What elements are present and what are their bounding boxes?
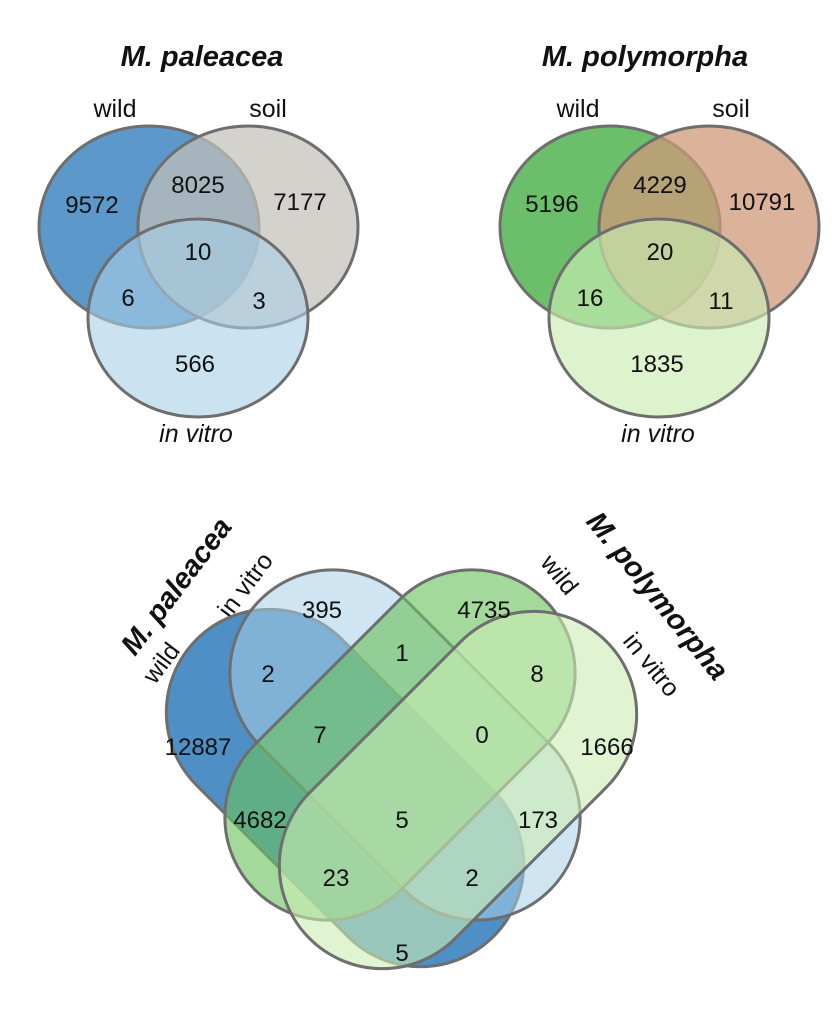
- paleacea-wild-label: wild: [92, 95, 136, 123]
- paleacea-invitro-label: in vitro: [159, 420, 233, 448]
- combined-count: 1: [395, 640, 408, 667]
- combined-count: 0: [475, 722, 488, 749]
- polymorpha-count-wild-invitro: 16: [577, 285, 604, 312]
- polymorpha-count-soil-invitro: 11: [709, 288, 734, 315]
- combined-count: 5: [395, 940, 408, 967]
- polymorpha-soil-label: soil: [712, 95, 750, 123]
- polymorpha-wild-label: wild: [555, 95, 599, 123]
- polymorpha-invitro-set: [547, 217, 771, 419]
- paleacea-count-soil-only: 7177: [273, 189, 326, 216]
- venn-combined: M. paleacea M. polymorpha wild in vitro …: [115, 506, 734, 971]
- combined-count: 5: [395, 807, 408, 834]
- paleacea-invitro-set: [86, 217, 310, 419]
- paleacea-soil-label: soil: [249, 95, 287, 123]
- venn-polymorpha: M. polymorpha wild soil in vitro 5196 42…: [498, 41, 821, 448]
- polymorpha-count-soil-only: 10791: [729, 189, 796, 216]
- paleacea-count-wild-invitro: 6: [121, 285, 134, 312]
- paleacea-count-invitro-only: 566: [175, 351, 215, 378]
- combined-count: 1666: [580, 734, 633, 761]
- paleacea-count-soil-invitro: 3: [252, 288, 265, 315]
- combined-count: 2: [465, 865, 478, 892]
- paleacea-title: M. paleacea: [121, 41, 284, 73]
- polymorpha-invitro-label: in vitro: [621, 420, 695, 448]
- venn-paleacea: M. paleacea wild soil in vitro 9572 8025…: [37, 41, 360, 448]
- combined-count: 12887: [165, 734, 232, 761]
- combined-count: 173: [518, 807, 558, 834]
- polymorpha-count-invitro-only: 1835: [630, 351, 683, 378]
- paleacea-count-wild-only: 9572: [65, 192, 118, 219]
- combined-count: 4735: [457, 597, 510, 624]
- paleacea-count-wild-soil: 8025: [171, 172, 224, 199]
- combined-count: 7: [313, 722, 326, 749]
- combined-count: 2: [261, 661, 274, 688]
- polymorpha-title: M. polymorpha: [542, 41, 748, 73]
- combined-label-mpoly-wild: wild: [534, 549, 583, 601]
- polymorpha-count-wild-only: 5196: [525, 191, 578, 218]
- paleacea-count-all-three: 10: [185, 239, 212, 266]
- combined-count: 23: [323, 865, 350, 892]
- polymorpha-count-wild-soil: 4229: [633, 172, 686, 199]
- polymorpha-count-all-three: 20: [647, 239, 674, 266]
- combined-mpoly-invitro-set: [277, 609, 639, 971]
- combined-count: 4682: [233, 807, 286, 834]
- combined-count: 395: [302, 597, 342, 624]
- combined-count: 8: [530, 661, 543, 688]
